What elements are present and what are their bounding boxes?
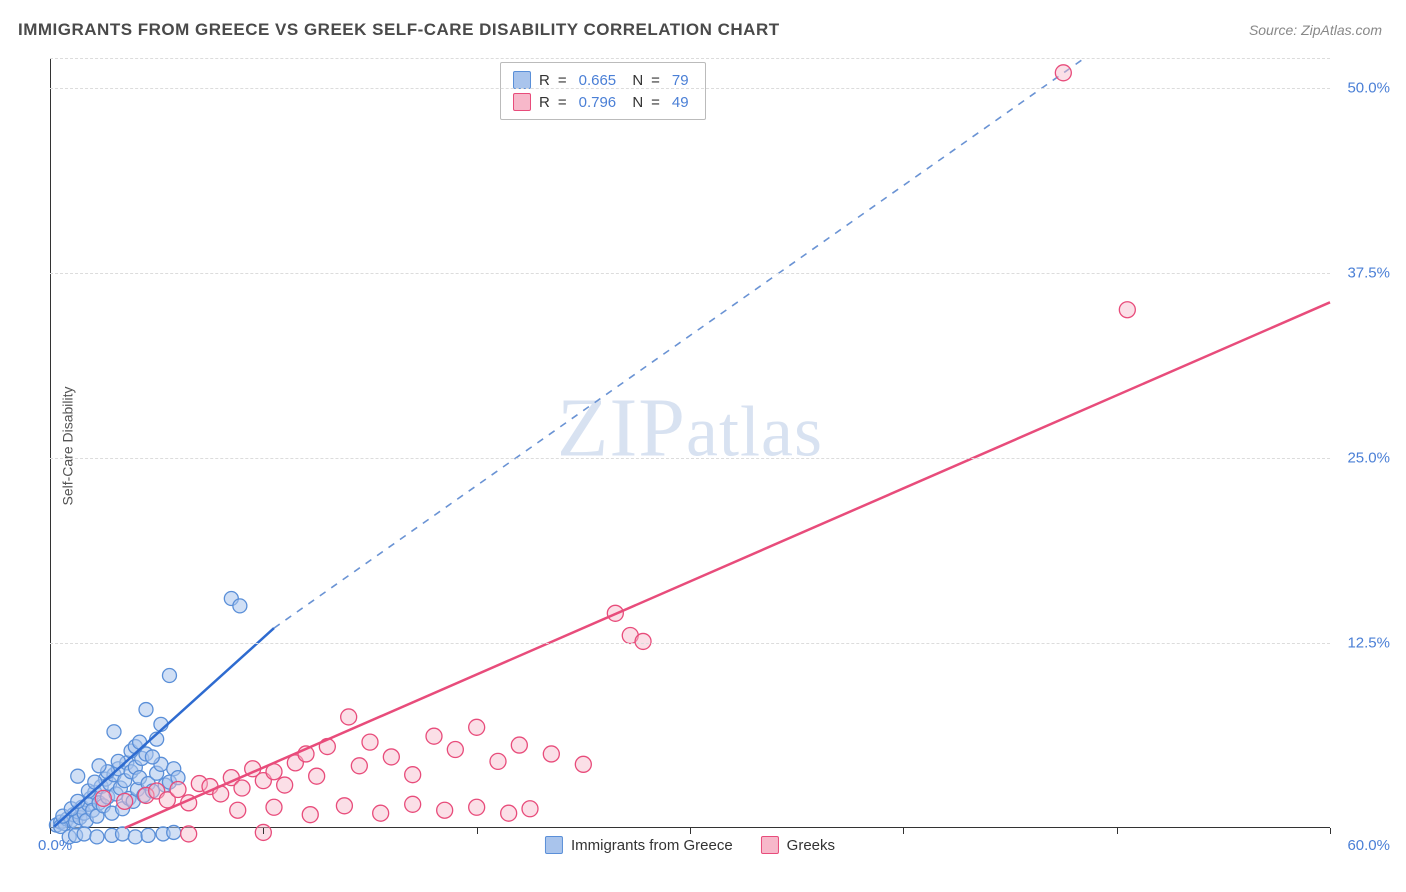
xtick bbox=[1330, 828, 1331, 834]
x-max-label: 60.0% bbox=[1347, 837, 1390, 854]
n-value-greeks: 49 bbox=[672, 94, 689, 111]
swatch-immigrants-bottom bbox=[545, 836, 563, 854]
r-value-greeks: 0.796 bbox=[579, 94, 617, 111]
legend-item-immigrants: Immigrants from Greece bbox=[545, 836, 733, 854]
data-point-greeks bbox=[426, 728, 442, 744]
trendline-greeks bbox=[125, 302, 1330, 828]
n-value-immigrants: 79 bbox=[672, 72, 689, 89]
series-legend: Immigrants from Greece Greeks bbox=[545, 836, 835, 854]
data-point-immigrants bbox=[233, 599, 247, 613]
data-point-greeks bbox=[575, 756, 591, 772]
data-point-greeks bbox=[309, 768, 325, 784]
data-point-greeks bbox=[230, 802, 246, 818]
r-value-immigrants: 0.665 bbox=[579, 72, 617, 89]
gridline bbox=[50, 88, 1330, 89]
x-origin-label: 0.0% bbox=[38, 837, 72, 854]
data-point-greeks bbox=[373, 805, 389, 821]
data-point-immigrants bbox=[116, 827, 130, 841]
ytick-label: 25.0% bbox=[1347, 449, 1390, 466]
chart-title: IMMIGRANTS FROM GREECE VS GREEK SELF-CAR… bbox=[18, 20, 780, 40]
data-point-immigrants bbox=[167, 825, 181, 839]
chart-container: IMMIGRANTS FROM GREECE VS GREEK SELF-CAR… bbox=[0, 0, 1406, 892]
data-point-greeks bbox=[341, 709, 357, 725]
data-point-immigrants bbox=[90, 830, 104, 844]
data-point-greeks bbox=[522, 801, 538, 817]
gridline bbox=[50, 643, 1330, 644]
data-point-greeks bbox=[170, 782, 186, 798]
data-point-greeks bbox=[277, 777, 293, 793]
trendline-dashed-immigrants bbox=[274, 58, 1085, 628]
legend-row-greeks: R = 0.796 N = 49 bbox=[513, 91, 693, 113]
data-point-greeks bbox=[95, 790, 111, 806]
gridline bbox=[50, 458, 1330, 459]
data-point-immigrants bbox=[128, 830, 142, 844]
data-point-greeks bbox=[1055, 65, 1071, 81]
data-point-greeks bbox=[1119, 302, 1135, 318]
data-point-greeks bbox=[383, 749, 399, 765]
legend-label-immigrants: Immigrants from Greece bbox=[571, 837, 733, 854]
legend-item-greeks: Greeks bbox=[761, 836, 835, 854]
data-point-greeks bbox=[469, 719, 485, 735]
ytick-label: 50.0% bbox=[1347, 79, 1390, 96]
xtick bbox=[263, 828, 264, 834]
data-point-greeks bbox=[266, 799, 282, 815]
gridline bbox=[50, 273, 1330, 274]
xtick bbox=[50, 828, 51, 834]
data-point-immigrants bbox=[139, 703, 153, 717]
plot-svg bbox=[50, 58, 1330, 828]
data-point-greeks bbox=[511, 737, 527, 753]
ytick-label: 12.5% bbox=[1347, 634, 1390, 651]
data-point-greeks bbox=[543, 746, 559, 762]
data-point-greeks bbox=[437, 802, 453, 818]
swatch-greeks-bottom bbox=[761, 836, 779, 854]
data-point-immigrants bbox=[145, 750, 159, 764]
xtick bbox=[1117, 828, 1118, 834]
gridline bbox=[50, 58, 1330, 59]
legend-label-greeks: Greeks bbox=[787, 837, 835, 854]
data-point-greeks bbox=[362, 734, 378, 750]
data-point-immigrants bbox=[111, 754, 125, 768]
swatch-immigrants bbox=[513, 71, 531, 89]
xtick bbox=[903, 828, 904, 834]
data-point-greeks bbox=[117, 793, 133, 809]
data-point-immigrants bbox=[92, 759, 106, 773]
data-point-immigrants bbox=[162, 668, 176, 682]
data-point-immigrants bbox=[71, 769, 85, 783]
data-point-greeks bbox=[635, 633, 651, 649]
data-point-greeks bbox=[234, 780, 250, 796]
ytick-label: 37.5% bbox=[1347, 264, 1390, 281]
data-point-greeks bbox=[405, 767, 421, 783]
data-point-greeks bbox=[490, 753, 506, 769]
data-point-greeks bbox=[501, 805, 517, 821]
xtick bbox=[477, 828, 478, 834]
data-point-immigrants bbox=[133, 735, 147, 749]
data-point-greeks bbox=[302, 807, 318, 823]
data-point-greeks bbox=[447, 742, 463, 758]
data-point-greeks bbox=[405, 796, 421, 812]
data-point-greeks bbox=[351, 758, 367, 774]
correlation-legend: R = 0.665 N = 79 R = 0.796 N = 49 bbox=[500, 62, 706, 120]
data-point-greeks bbox=[469, 799, 485, 815]
data-point-greeks bbox=[336, 798, 352, 814]
plot-area: ZIPatlas R = 0.665 N = 79 R = 0.796 N = bbox=[50, 58, 1330, 828]
data-point-greeks bbox=[181, 826, 197, 842]
data-point-immigrants bbox=[77, 827, 91, 841]
source-attribution: Source: ZipAtlas.com bbox=[1249, 22, 1382, 38]
xtick bbox=[690, 828, 691, 834]
data-point-immigrants bbox=[141, 828, 155, 842]
swatch-greeks bbox=[513, 93, 531, 111]
data-point-immigrants bbox=[107, 725, 121, 739]
